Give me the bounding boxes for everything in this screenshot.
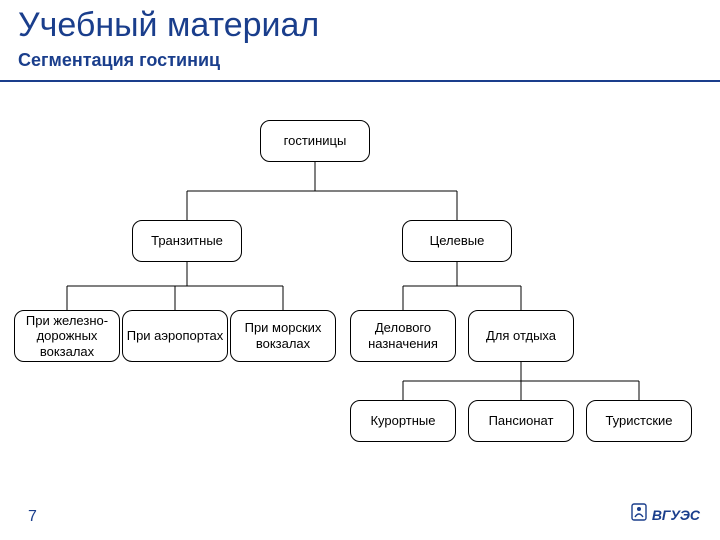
tree-node-root: гостиницы	[260, 120, 370, 162]
tree-node-target: Целевые	[402, 220, 512, 262]
tree-node-pension: Пансионат	[468, 400, 574, 442]
tree-node-rail: При железно-дорожных вокзалах	[14, 310, 120, 362]
tree-node-sea: При морских вокзалах	[230, 310, 336, 362]
logo-icon	[630, 501, 648, 528]
tree-node-air: При аэропортах	[122, 310, 228, 362]
tree-node-biz: Делового назначения	[350, 310, 456, 362]
tree-node-transit: Транзитные	[132, 220, 242, 262]
slide-page: Учебный материал Сегментация гостиниц го…	[0, 0, 720, 540]
tree-node-resort: Курортные	[350, 400, 456, 442]
tree-node-tour: Туристские	[586, 400, 692, 442]
logo: ВГУЭС	[630, 501, 700, 528]
tree-connectors	[0, 0, 720, 540]
logo-text: ВГУЭС	[652, 507, 700, 523]
tree-node-rest: Для отдыха	[468, 310, 574, 362]
page-number: 7	[28, 508, 37, 526]
